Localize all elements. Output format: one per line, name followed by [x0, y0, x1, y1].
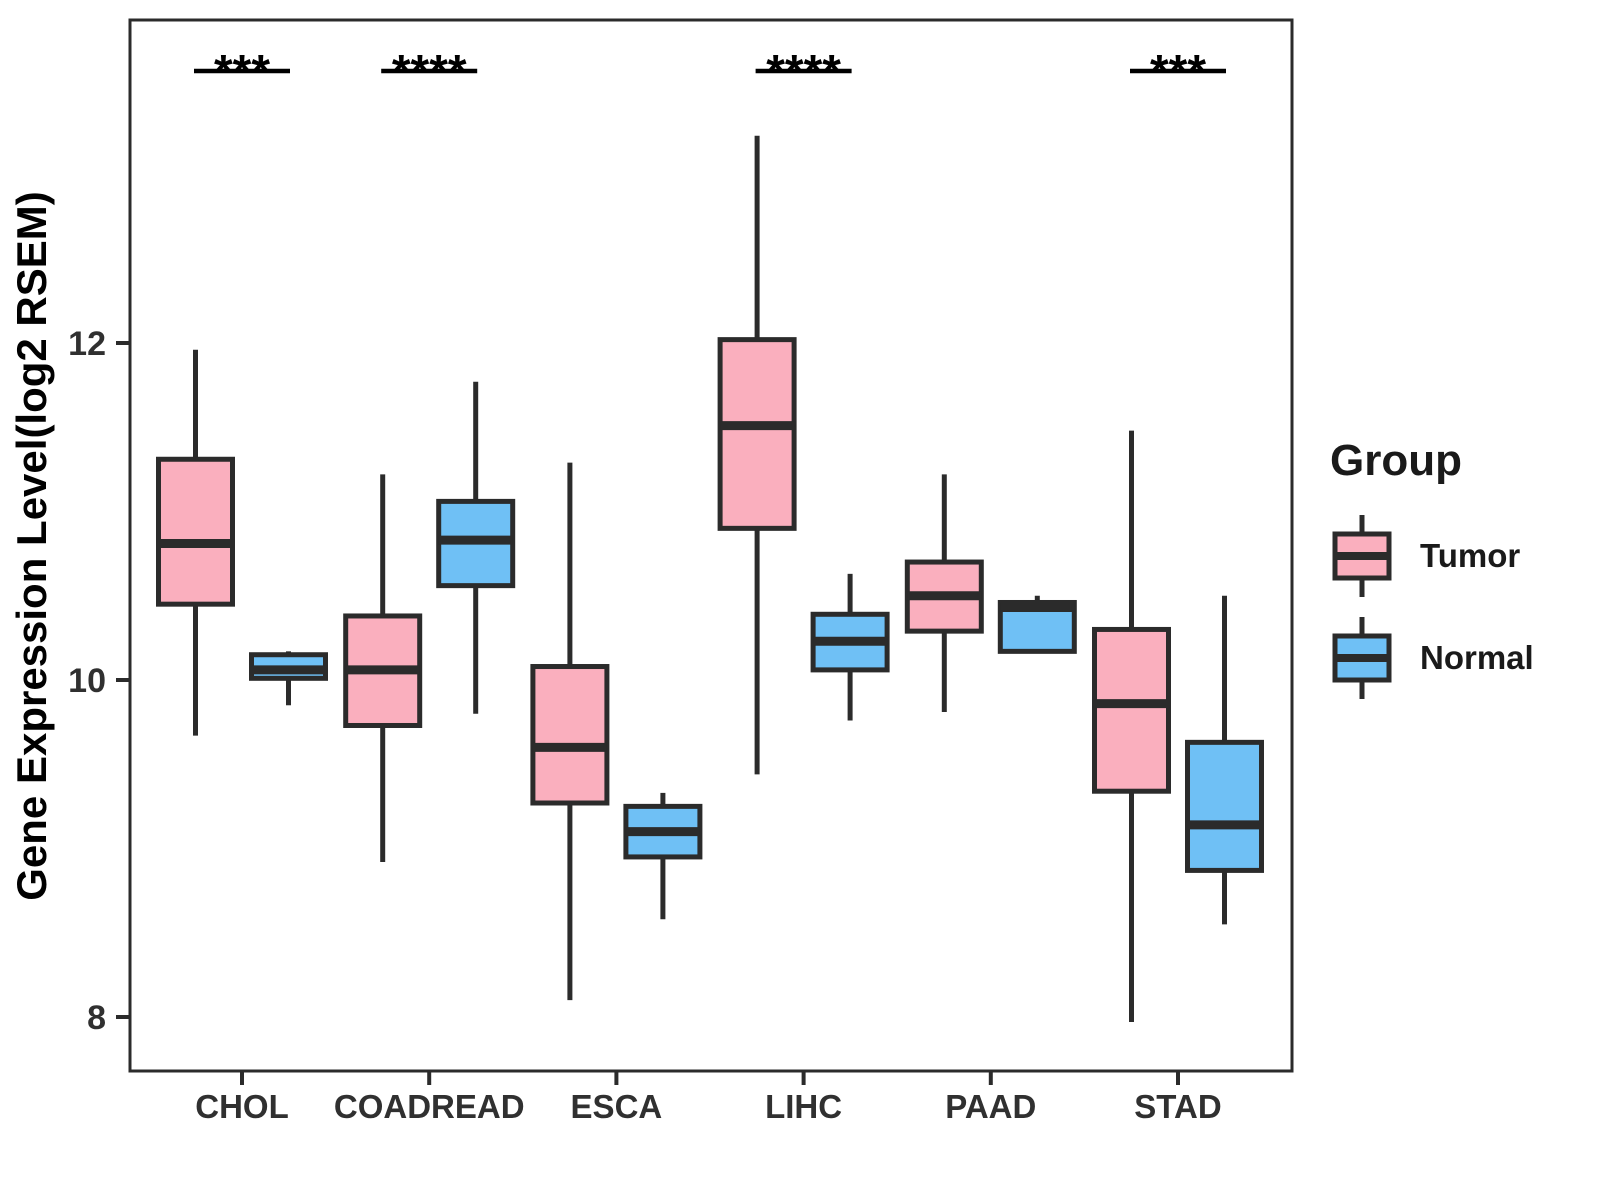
y-tick-label: 10	[68, 662, 106, 700]
legend-title: Group	[1330, 436, 1462, 485]
x-tick-label: COADREAD	[334, 1088, 525, 1125]
panel-border	[128, 18, 1294, 1073]
box-tumor-ESCA	[530, 664, 610, 806]
y-axis-title: Gene Expression Level(log2 RSEM)	[8, 191, 55, 901]
legend-item-tumor: Tumor	[1330, 512, 1534, 600]
box-normal-STAD	[1185, 739, 1264, 873]
legend-boxplot-glyph-normal	[1332, 617, 1392, 699]
legend: Group Tumor Normal	[1330, 436, 1534, 716]
legend-label: Tumor	[1420, 537, 1521, 574]
legend-boxplot-glyph-tumor	[1332, 515, 1392, 597]
x-tick-label: CHOL	[195, 1088, 289, 1125]
legend-label: Normal	[1420, 639, 1534, 676]
box-tumor-STAD	[1092, 626, 1171, 794]
box-tumor-LIHC	[717, 337, 797, 531]
x-tick-label: PAAD	[945, 1088, 1036, 1125]
y-tick-label: 12	[68, 325, 106, 363]
x-tick-label: STAD	[1134, 1088, 1221, 1125]
legend-item-normal: Normal	[1330, 614, 1534, 702]
box-tumor-CHOL	[156, 456, 235, 607]
legend-items: Tumor Normal	[1330, 512, 1534, 716]
x-tick-label: ESCA	[571, 1088, 663, 1125]
x-tick-label: LIHC	[765, 1088, 842, 1125]
y-tick-label: 8	[87, 999, 106, 1037]
